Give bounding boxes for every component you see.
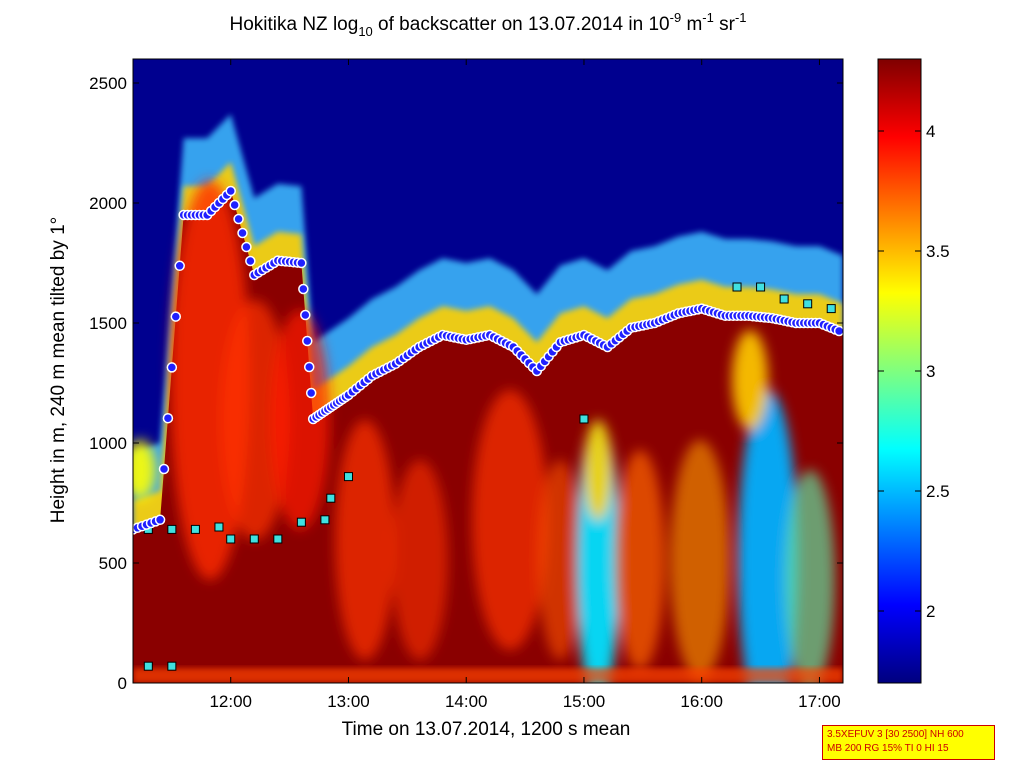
colorbar-tick-label: 2.5 [926,482,950,501]
boundary-layer-markers [133,185,843,535]
plot-frame [132,58,844,684]
cloud-base-point [143,661,153,671]
colorbar-axis: 2 2.5 3 3.5 4 [878,122,950,621]
boundary-layer-point [300,309,311,321]
cloud-base-point [826,304,836,314]
cloud-base-point [579,414,589,424]
cloud-base-point [756,282,766,292]
boundary-layer-point [229,199,240,211]
boundary-layer-point [237,227,248,239]
colorbar-tick-label: 3.5 [926,242,950,261]
cloud-base-markers [143,282,836,671]
heatmap-area [133,59,843,683]
boundary-layer-point [225,185,236,197]
cloud-base-point [249,534,259,544]
boundary-layer-point [166,362,178,373]
chart-title: Hokitika NZ log10 of backscatter on 13.0… [229,10,746,39]
cloud-base-point [214,522,224,532]
cloud-base-point [273,534,283,544]
y-tick-label: 2000 [89,194,127,213]
boundary-layer-point [245,255,256,267]
boundary-layer-point [233,213,244,225]
cloud-base-point [779,294,789,304]
colorbar [877,58,922,684]
cloud-base-point [732,282,742,292]
x-tick-label: 14:00 [445,692,488,711]
title-superscript-2: -1 [702,10,714,25]
info-line-2: MB 200 RG 15% TI 0 HI 15 [827,743,949,754]
surface-band [133,668,843,683]
cloud-base-point [190,524,200,534]
title-superscript-1: -9 [670,10,682,25]
title-part4: sr [714,14,736,35]
x-tick-label: 17:00 [798,692,841,711]
x-tick-label: 13:00 [327,692,370,711]
x-axis-label: Time on 13.07.2014, 1200 s mean [342,719,631,740]
boundary-layer-point [305,387,317,399]
cloud-base-point [343,472,353,482]
y-tick-label: 1500 [89,314,127,333]
colorbar-tick-label: 3 [926,362,935,381]
cloud-base-point [167,661,177,671]
cloud-base-point [226,534,236,544]
boundary-layer-point [162,412,174,424]
title-part1: Hokitika NZ log [229,14,358,35]
boundary-layer-point [170,311,182,322]
boundary-layer-point [302,335,313,347]
title-part2: of backscatter on 13.07.2014 in 10 [373,14,670,35]
x-axis: 12:00 13:00 14:00 15:00 16:00 17:00 [209,59,841,711]
boundary-layer-point [298,283,309,295]
y-axis: 0 500 1000 1500 2000 2500 [89,74,843,693]
x-tick-label: 16:00 [680,692,723,711]
y-tick-label: 2500 [89,74,127,93]
cloud-base-point [320,515,330,525]
boundary-layer-point [174,260,185,272]
y-tick-label: 0 [118,674,127,693]
cloud-base-point [803,299,813,309]
cloud-base-point [326,493,336,503]
title-part3: m [681,14,702,35]
title-subscript: 10 [358,24,372,39]
boundary-layer-point [241,241,252,253]
info-line-1: 3.5XEFUV 3 [30 2500] NH 600 [827,729,964,740]
cloud-base-point [167,524,177,534]
boundary-layer-point [833,325,843,337]
title-superscript-3: -1 [735,10,747,25]
x-tick-label: 15:00 [563,692,606,711]
cloud-base-point [296,517,306,527]
y-axis-label: Height in m, 240 m mean tilted by 1° [48,217,69,523]
y-tick-label: 1000 [89,434,127,453]
x-tick-label: 12:00 [209,692,252,711]
boundary-layer-point [158,463,170,475]
boundary-layer-point [303,361,315,373]
colorbar-tick-label: 2 [926,602,935,621]
info-box: 3.5XEFUV 3 [30 2500] NH 600 MB 200 RG 15… [822,725,995,760]
boundary-layer-point [296,257,307,269]
lower-plumes [133,180,835,683]
boundary-layer-point [154,514,166,526]
colorbar-tick-label: 4 [926,122,935,141]
y-tick-label: 500 [99,554,127,573]
